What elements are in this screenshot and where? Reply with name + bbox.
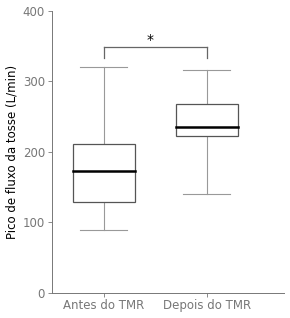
Bar (176, 104, 238, 136)
Text: *: * (147, 32, 154, 46)
Bar (72, 144, 135, 202)
Y-axis label: Pico de fluxo da tosse (L/min): Pico de fluxo da tosse (L/min) (6, 65, 19, 238)
